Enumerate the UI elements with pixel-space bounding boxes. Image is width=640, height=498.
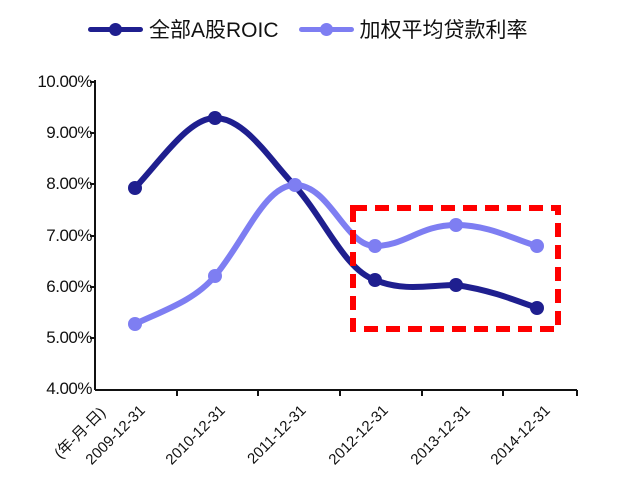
- ytick-label: 4.00%: [46, 379, 92, 398]
- ytick-label: 8.00%: [46, 174, 92, 193]
- lending-rate-markers: [128, 178, 544, 331]
- roic-markers: [128, 111, 544, 315]
- lending-rate-swatch-icon: [298, 22, 354, 36]
- ytick-label: 9.00%: [46, 123, 92, 142]
- ytick-label: 7.00%: [46, 226, 92, 245]
- x-axis-ticks: [176, 390, 578, 396]
- legend-item-roic: 全部A股ROIC: [88, 14, 279, 44]
- legend-label-lending-rate: 加权平均贷款利率: [359, 19, 528, 42]
- highlight-dashed-box: [350, 205, 561, 332]
- ytick-label: 5.00%: [46, 328, 92, 347]
- chart-legend: 全部A股ROIC 加权平均贷款利率: [88, 14, 528, 44]
- ytick-label: 6.00%: [46, 277, 92, 296]
- ytick-label: 10.00%: [37, 72, 92, 91]
- legend-item-lending-rate: 加权平均贷款利率: [298, 14, 528, 44]
- legend-label-roic: 全部A股ROIC: [149, 19, 279, 42]
- y-axis-ticks: [90, 81, 95, 339]
- roic-swatch-icon: [88, 22, 143, 36]
